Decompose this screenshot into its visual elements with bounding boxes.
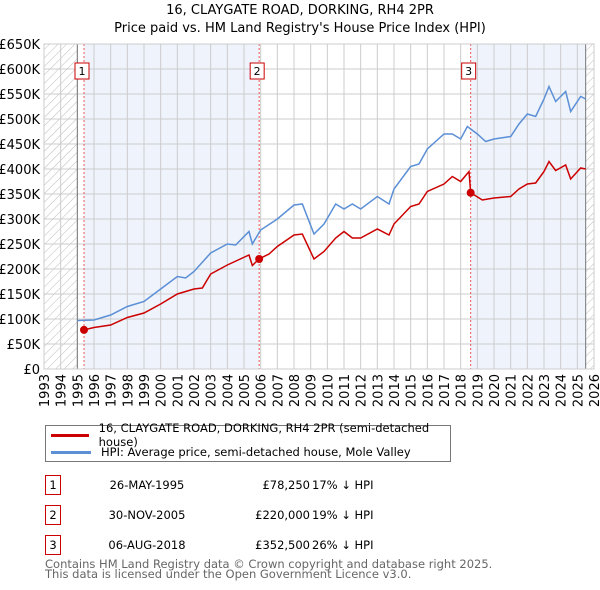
y-tick-label: £0 (23, 363, 40, 378)
hatched-period (585, 44, 594, 369)
x-tick-label: 2013 (371, 374, 386, 407)
chart-title: 16, CLAYGATE ROAD, DORKING, RH4 2PR (166, 3, 434, 18)
x-tick-label: 2007 (271, 374, 286, 407)
sale-row: 1 26-MAY-1995 £78,250 17% ↓ HPI (45, 475, 465, 495)
x-tick-label: 1999 (138, 374, 153, 407)
sale-point (80, 325, 88, 334)
x-tick-label: 2009 (305, 374, 320, 407)
series-line (77, 84, 587, 322)
x-tick-label: 2012 (355, 374, 370, 407)
y-tick-label: £150K (0, 288, 40, 303)
x-tick-label: 2008 (288, 374, 303, 407)
x-tick-label: 2002 (188, 374, 203, 407)
y-tick-label: £650K (0, 38, 40, 53)
y-tick-label: £550K (0, 88, 40, 103)
y-tick-label: £250K (0, 238, 40, 253)
sale-marker-box (74, 62, 90, 80)
x-tick-label: 2024 (555, 374, 570, 407)
shaded-period (470, 44, 586, 369)
x-tick-label: 2010 (321, 374, 336, 407)
legend-swatch (51, 450, 91, 454)
y-tick-label: £450K (0, 138, 40, 153)
sale-number: 2 (45, 505, 61, 525)
sale-row: 2 30-NOV-2005 £220,000 19% ↓ HPI (45, 505, 465, 525)
legend-item-hpi: HPI: Average price, semi-detached house,… (46, 444, 411, 460)
plot-frame (43, 43, 595, 370)
footer-line: Contains HM Land Registry data © Crown c… (45, 557, 493, 571)
sale-number: 1 (45, 475, 61, 495)
legend-label: 16, CLAYGATE ROAD, DORKING, RH4 2PR (sem… (98, 421, 430, 449)
sale-marker-box (249, 62, 265, 80)
y-tick-label: £300K (0, 213, 40, 228)
x-tick-label: 2005 (238, 374, 253, 407)
chart-subtitle: Price paid vs. HM Land Registry's House … (114, 21, 486, 36)
y-tick-label: £50K (7, 338, 41, 353)
x-tick-label: 1998 (121, 374, 136, 407)
x-tick-label: 2000 (155, 374, 170, 407)
x-tick-label: 2020 (488, 374, 503, 407)
sale-marker-box (461, 62, 477, 80)
sale-hpi-delta: 26% ↓ HPI (312, 538, 374, 552)
y-tick-label: £400K (0, 163, 40, 178)
footer: Contains HM Land Registry data © Crown c… (45, 557, 493, 581)
legend: 16, CLAYGATE ROAD, DORKING, RH4 2PR (sem… (45, 421, 451, 462)
sale-marker-label: 3 (465, 65, 472, 78)
sale-hpi-delta: 17% ↓ HPI (312, 478, 374, 492)
sale-row: 3 06-AUG-2018 £352,500 26% ↓ HPI (45, 535, 465, 555)
sale-point (255, 255, 264, 263)
y-tick-label: £200K (0, 263, 40, 278)
x-tick-label: 2021 (505, 374, 520, 407)
x-tick-label: 2019 (471, 374, 486, 407)
x-tick-label: 2003 (205, 374, 220, 407)
sale-price: £220,000 (255, 508, 310, 522)
footer-line: This data is licensed under the Open Gov… (45, 567, 412, 581)
x-tick-label: 1997 (105, 374, 120, 407)
y-tick-label: £600K (0, 63, 40, 78)
x-tick-label: 2014 (388, 374, 403, 407)
y-tick-label: £500K (0, 113, 40, 128)
x-tick-label: 2017 (438, 374, 453, 407)
x-tick-label: 2004 (221, 374, 236, 407)
x-tick-label: 2016 (421, 374, 436, 407)
x-tick-label: 2025 (571, 374, 586, 407)
sale-date: 30-NOV-2005 (108, 508, 186, 522)
y-tick-label: £350K (0, 188, 40, 203)
x-tick-label: 2001 (171, 374, 186, 407)
sale-price: £78,250 (262, 478, 310, 492)
x-tick-label: 2015 (405, 374, 420, 407)
sale-date: 26-MAY-1995 (109, 478, 185, 492)
sale-point (466, 188, 475, 197)
x-tick-label: 2022 (521, 374, 536, 407)
x-tick-label: 2006 (255, 374, 270, 407)
x-tick-label: 1993 (38, 374, 53, 407)
sale-marker-label: 2 (254, 65, 261, 78)
x-tick-label: 2011 (338, 374, 353, 407)
x-tick-label: 1994 (55, 374, 70, 407)
sale-marker-label: 1 (79, 65, 86, 78)
sale-hpi-delta: 19% ↓ HPI (312, 508, 374, 522)
x-tick-label: 2023 (538, 374, 553, 407)
x-tick-label: 2018 (455, 374, 470, 407)
y-tick-label: £100K (0, 313, 40, 328)
x-tick-label: 1995 (71, 374, 86, 407)
sale-number: 3 (45, 535, 61, 555)
legend-swatch (51, 433, 89, 437)
shaded-period (84, 44, 259, 369)
series-line (83, 160, 586, 331)
plot-area: £0 £50K £100K £150K £200K £250K £300K £350K £400… (0, 38, 600, 407)
legend-item-property: 16, CLAYGATE ROAD, DORKING, RH4 2PR (sem… (46, 421, 450, 449)
x-tick-label: 1996 (88, 374, 103, 407)
legend-label: HPI: Average price, semi-detached house,… (101, 445, 411, 459)
x-tick-label: 2026 (588, 374, 600, 407)
sale-price: £352,500 (255, 538, 310, 552)
sale-date: 06-AUG-2018 (108, 538, 186, 552)
